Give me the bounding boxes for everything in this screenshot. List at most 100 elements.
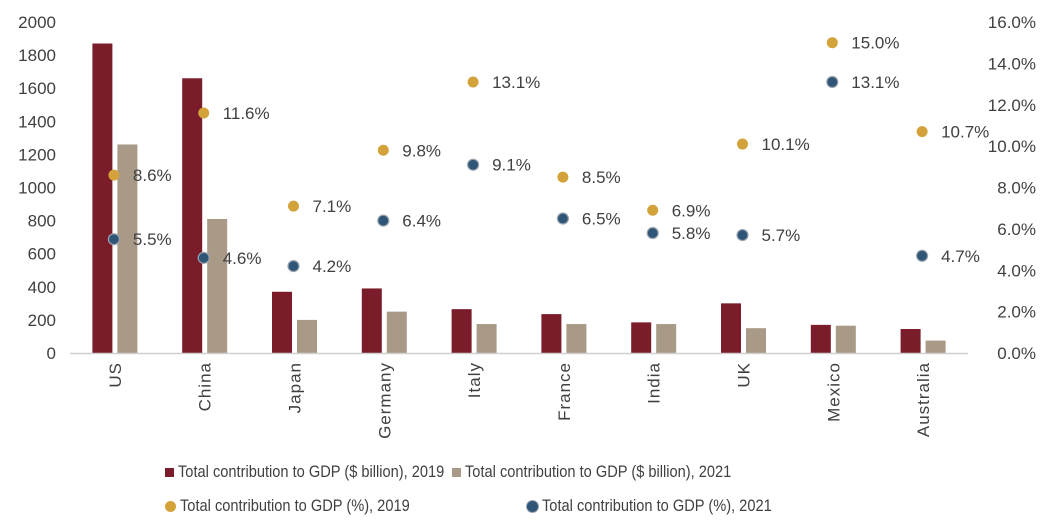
bar-2019-us <box>92 43 113 353</box>
data-label: 6.9% <box>672 201 711 220</box>
data-label: 4.6% <box>223 249 262 268</box>
bar-2021-india <box>656 324 677 353</box>
point-2021-japan <box>287 260 300 273</box>
y2-tick-label: 2.0% <box>997 303 1036 322</box>
x-tick-label-japan: Japan <box>286 362 305 413</box>
y-tick-label: 200 <box>28 311 56 330</box>
bar-2021-us <box>117 144 138 353</box>
y-axis-left: 0 200 400 600 800 1000 1200 1400 1600 1800 2000 <box>18 13 56 363</box>
bar-2019-japan <box>272 291 292 353</box>
data-label: 7.1% <box>313 197 352 216</box>
x-tick-label-france: France <box>555 362 574 421</box>
point-2019-italy <box>467 76 479 88</box>
point-2021-italy <box>467 158 480 171</box>
data-label: 4.2% <box>313 257 352 276</box>
legend-label: Total contribution to GDP (%), 2021 <box>542 496 772 515</box>
legend-swatch-bar-2021 <box>451 467 461 477</box>
bar-2019-france <box>541 314 562 353</box>
y-tick-label: 1000 <box>18 179 56 198</box>
bar-2021-france <box>566 324 587 353</box>
y2-tick-label: 14.0% <box>988 54 1036 73</box>
bar-2019-germany <box>361 288 382 353</box>
data-label: 5.8% <box>672 224 711 243</box>
legend-label: Total contribution to GDP ($ billion), 2… <box>464 462 731 481</box>
legend: Total contribution to GDP ($ billion), 2… <box>165 455 809 523</box>
point-2021-france <box>556 212 570 225</box>
x-tick-label-italy: Italy <box>465 362 484 398</box>
point-2019-china <box>198 107 210 119</box>
point-2019-india <box>647 204 659 216</box>
point-2021-india <box>646 226 659 240</box>
bar-2019-china <box>182 78 203 354</box>
bar-2019-italy <box>451 309 472 353</box>
data-label: 10.1% <box>762 135 810 154</box>
point-2021-germany <box>377 214 390 227</box>
point-2021-australia <box>915 249 929 262</box>
data-label: 11.6% <box>223 104 270 123</box>
x-tick-label-india: India <box>645 362 664 404</box>
point-2021-mexico <box>826 75 839 89</box>
y2-tick-label: 4.0% <box>997 261 1036 280</box>
point-2021-uk <box>736 228 749 242</box>
point-2019-uk <box>737 138 748 150</box>
x-tick-label-australia: Australia <box>914 362 933 437</box>
data-label: 13.1% <box>851 73 899 92</box>
point-2019-australia <box>916 126 928 138</box>
y2-tick-label: 10.0% <box>988 137 1036 156</box>
y2-tick-label: 0.0% <box>997 344 1036 363</box>
x-tick-label-germany: Germany <box>375 362 394 439</box>
data-label: 5.5% <box>133 230 172 249</box>
bar-2021-china <box>207 218 228 353</box>
legend-item-bar-2019: Total contribution to GDP ($ billion), 2… <box>165 462 488 482</box>
point-2019-germany <box>377 144 389 156</box>
point-2019-us <box>108 169 120 181</box>
bar-2021-italy <box>476 324 497 353</box>
data-label: 5.7% <box>762 226 801 245</box>
y2-tick-label: 12.0% <box>988 96 1036 115</box>
y-tick-label: 1400 <box>18 112 56 131</box>
x-tick-label-mexico: Mexico <box>824 362 843 422</box>
bar-2021-japan <box>297 319 317 353</box>
bar-2021-mexico <box>835 325 856 353</box>
data-label: 9.8% <box>402 141 441 160</box>
y2-tick-label: 6.0% <box>997 220 1036 239</box>
bar-2019-india <box>631 322 652 353</box>
point-2019-japan <box>288 200 299 212</box>
legend-item-pct-2019: Total contribution to GDP (%), 2019 <box>165 496 527 516</box>
x-tick-label-us: US <box>106 362 125 388</box>
data-label: 6.4% <box>402 212 441 231</box>
y-tick-label: 1600 <box>18 79 56 98</box>
data-label: 8.5% <box>582 168 621 187</box>
y-tick-label: 0 <box>47 344 56 363</box>
y2-tick-label: 16.0% <box>988 13 1036 32</box>
bar-2019-mexico <box>810 324 831 353</box>
bar-2021-uk <box>746 328 766 353</box>
bars-group <box>92 43 946 354</box>
x-axis: US China Japan Germany Italy France India UK Mex… <box>106 362 933 439</box>
legend-item-pct-2021: Total contribution to GDP (%), 2021 <box>527 496 809 516</box>
legend-swatch-pct-2019 <box>165 500 176 512</box>
legend-swatch-bar-2019 <box>165 467 174 477</box>
bar-2021-germany <box>386 311 407 353</box>
data-label: 13.1% <box>492 73 540 92</box>
y-tick-label: 800 <box>28 212 56 231</box>
y-tick-label: 600 <box>28 245 56 264</box>
data-label: 4.7% <box>941 247 980 266</box>
data-label: 9.1% <box>492 156 531 175</box>
bar-2019-uk <box>721 303 741 353</box>
data-label: 6.5% <box>582 210 621 229</box>
bar-2021-australia <box>925 340 946 353</box>
legend-item-bar-2021: Total contribution to GDP ($ billion), 2… <box>451 462 775 482</box>
legend-label: Total contribution to GDP ($ billion), 2… <box>178 462 445 481</box>
point-2021-china <box>197 251 210 264</box>
y2-tick-label: 8.0% <box>997 179 1036 198</box>
point-2019-mexico <box>826 37 838 49</box>
y-axis-right: 0.0% 2.0% 4.0% 6.0% 8.0% 10.0% 12.0% 14.0% 16.0% <box>988 13 1036 363</box>
bar-2019-australia <box>900 329 921 353</box>
y-tick-label: 1800 <box>18 46 56 65</box>
data-label: 8.6% <box>133 166 172 185</box>
x-tick-label-uk: UK <box>735 362 754 388</box>
x-tick-label-china: China <box>196 362 215 411</box>
data-label: 10.7% <box>941 123 989 142</box>
